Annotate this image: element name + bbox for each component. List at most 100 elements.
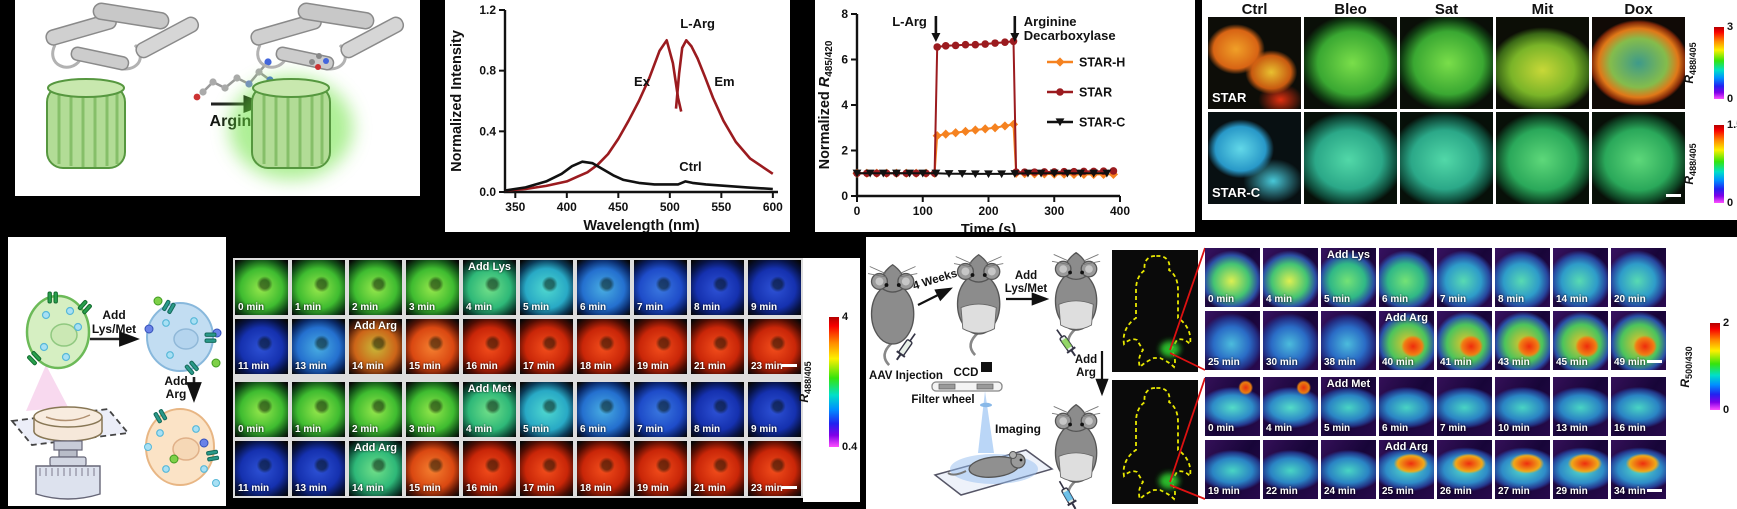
data-marker [951, 41, 960, 50]
cell-image-tile: 27 min [1495, 440, 1550, 499]
add-label: Add [164, 374, 187, 388]
colorbar-gradient [1714, 125, 1724, 203]
protein-schematic-drawing: Arginine [45, 2, 405, 180]
cell-image-tile: 29 min [1553, 440, 1608, 499]
cell-image-tile: 1 min [292, 382, 345, 437]
x-tick-label: 100 [913, 204, 933, 218]
treatment-label: Add Arg [354, 442, 397, 454]
cell-image-tile [1496, 112, 1589, 204]
time-label: 5 min [1324, 294, 1351, 305]
time-label: 7 min [637, 302, 664, 313]
data-marker [984, 170, 993, 179]
cell-image-tile: Add Met 4 min [463, 382, 516, 437]
cell-image-tile: 16 min [1611, 377, 1666, 436]
treatment-label: Add Arg [1385, 312, 1428, 324]
time-label: 8 min [694, 424, 721, 435]
time-label: 4 min [1266, 294, 1293, 305]
cell-image-tile: 7 min [634, 382, 687, 437]
time-label: 7 min [1440, 423, 1467, 434]
weeks-label: 4 Weeks [911, 268, 958, 293]
axes [503, 10, 778, 194]
time-label: 8 min [694, 302, 721, 313]
x-axis-label: Time (s) [961, 222, 1017, 232]
panel-kinetics: 0 100 200 300 400 0 2 4 6 8 Time (s) Normalized R48… [815, 0, 1195, 238]
cell-image-tile: 18 min [577, 319, 630, 374]
time-label: 49 min [1614, 357, 1646, 368]
panel-invivo: AAV Injection 4 Weeks Add Lys/Met Add Ar… [866, 237, 1737, 509]
data-marker [997, 170, 1007, 179]
time-label: 20 min [1614, 294, 1646, 305]
data-marker [991, 39, 999, 47]
cell-image-tile: 49 min [1611, 311, 1666, 370]
cell-image-tile: 45 min [1553, 311, 1608, 370]
y-axis-label: Normalized Intensity [449, 30, 465, 172]
image-row: STAR [1208, 17, 1685, 109]
time-label: 13 min [295, 483, 327, 494]
cell-image-tile: 0 min [235, 260, 288, 315]
cell-image-tile: 9 min [748, 260, 801, 315]
time-label: 4 min [466, 302, 493, 313]
series-L-Arg Em [674, 39, 774, 175]
panel-cell-schematic: Add Lys/Met A [8, 237, 226, 506]
arg-label: Arg [1076, 367, 1096, 379]
kinetics-chart: 0 100 200 300 400 0 2 4 6 8 Time (s) Normalized R48… [817, 7, 1130, 238]
time-label: 21 min [694, 483, 726, 494]
cell-image-tile: 13 min [1553, 377, 1608, 436]
data-marker [1036, 169, 1046, 178]
imaging-stage [10, 365, 130, 500]
column-headers: Ctrl Bleo Sat Mit Dox [1208, 1, 1688, 18]
weeks-arrow [917, 287, 953, 306]
data-marker [960, 126, 971, 136]
cell-image-tile: Add Lys 5 min [1321, 248, 1376, 307]
cell-image-tile: 5 min [520, 382, 573, 437]
time-label: 1 min [295, 424, 322, 435]
time-label: 17 min [523, 361, 555, 372]
protein-structure-bound [229, 2, 405, 180]
data-marker [980, 124, 990, 134]
cell-schematic-drawing: Add Lys/Met A [10, 291, 222, 500]
data-marker [1030, 168, 1039, 176]
time-label: 34 min [1614, 486, 1646, 497]
colorbar-gradient [1714, 27, 1724, 99]
annotation: L-Arg [680, 16, 715, 31]
light-path [978, 391, 994, 453]
colorbar-max: 4 [842, 311, 849, 323]
treatment-label: Add Met [467, 383, 512, 395]
spectra-chart: 350 400 450 500 550 600 0.0 0.4 0.8 1.2 Wavelength… [449, 3, 783, 234]
cell-image-tile: 22 min [1263, 440, 1318, 499]
time-label: 15 min [409, 483, 441, 494]
series-STAR [857, 40, 1114, 175]
beta-barrel [46, 78, 126, 169]
y-tick-label: 4 [841, 98, 848, 112]
add-lysmet-arrow: Add Lys/Met [90, 308, 140, 347]
cell-image-tile [1592, 112, 1685, 204]
time-label: 0 min [1208, 423, 1235, 434]
cell-image-tile: 21 min [691, 319, 744, 374]
cell-image-tile: 11 min [235, 441, 288, 496]
time-label: 2 min [352, 424, 379, 435]
add-arg-arrow: Add Arg [164, 374, 202, 403]
cell-image-tile: 4 min [1263, 377, 1318, 436]
scale-bar [782, 486, 797, 489]
treatment-label: Add Arg [1385, 441, 1428, 453]
arg-label: Arg [166, 387, 187, 401]
image-row: 0 min 4 min Add Lys 5 min 6 min 7 min 8 min 14 … [1205, 248, 1666, 307]
cell-image-tile: 10 min [1495, 377, 1550, 436]
cell-image-tile: 6 min [577, 260, 630, 315]
data-marker [1049, 169, 1059, 178]
colorbar-min: 0.4 [842, 441, 858, 453]
x-tick-label: 0 [854, 204, 861, 218]
cell-image-tile [1400, 17, 1493, 109]
column-header: Dox [1624, 1, 1653, 18]
x-axis-label: Wavelength (nm) [583, 218, 699, 232]
colorbar-min: 0 [1727, 93, 1734, 105]
column-header: Ctrl [1241, 1, 1268, 18]
syringe-green-icon [1051, 325, 1081, 360]
cell-image-tile: 15 min [406, 319, 459, 374]
column-header: Bleo [1334, 1, 1367, 18]
x-tick-label: 450 [608, 200, 628, 214]
lysmet-label: Lys/Met [1005, 283, 1048, 295]
image-row: 25 min 30 min 38 min Add Arg 40 min 41 min 43 … [1205, 311, 1666, 370]
ratio-colorbar-2: 1.5 0 R488/405 [1682, 119, 1737, 209]
